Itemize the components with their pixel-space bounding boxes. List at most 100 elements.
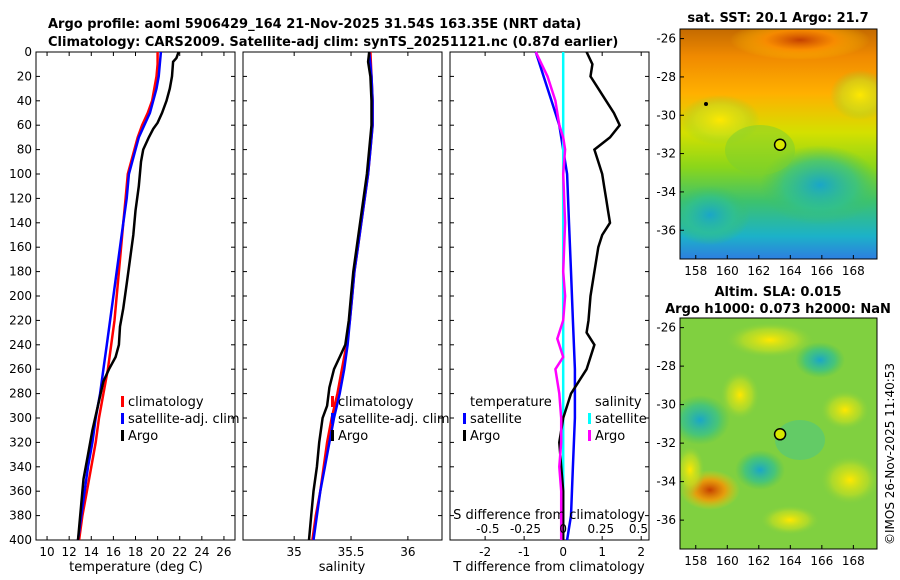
x-tick-label: 166: [810, 554, 833, 568]
y-tick-label: -26: [656, 321, 676, 335]
sst-map-frame: [679, 28, 878, 260]
series-satellite-adj-clim: [76, 51, 163, 541]
legend-climatology: climatology: [338, 395, 414, 410]
series-argo: [76, 51, 180, 541]
legend-argo: Argo: [338, 429, 368, 444]
x-tick-label: 14: [84, 545, 99, 559]
y-tick-label: -28: [656, 70, 676, 84]
y-tick-label: 280: [9, 387, 32, 401]
sla-map-frame: [679, 317, 878, 550]
difference-xlabel2: S difference from climatology: [453, 508, 645, 523]
y-tick-label: 120: [9, 191, 32, 205]
difference-plot: -2 -1 0 1 2 -0.5 -0.25 0 0.25 0.5: [450, 51, 649, 559]
legend-s-argo: Argo: [595, 429, 625, 444]
difference-panel: [449, 51, 650, 541]
y-tick-label: 360: [9, 484, 32, 498]
x-tick-label: 162: [747, 554, 770, 568]
legend-t-argo: Argo: [470, 429, 500, 444]
y-tick-label: 320: [9, 435, 32, 449]
sst-map-title: sat. SST: 20.1 Argo: 21.7: [687, 11, 868, 26]
x-tick-label: 26: [216, 545, 231, 559]
x2-tick-label: 0.25: [587, 522, 614, 536]
y-tick-label: -36: [656, 223, 676, 237]
legend-salinity-title: salinity: [595, 395, 642, 410]
legend-swatch-t-satellite: [463, 413, 466, 424]
x-tick-label: 168: [842, 554, 865, 568]
legend-t-satellite: satellite: [470, 412, 522, 427]
x-tick-label: 20: [150, 545, 165, 559]
series-argo: [307, 51, 373, 541]
y-tick-label: -34: [656, 475, 676, 489]
y-tick-label: 220: [9, 313, 32, 327]
x-tick-label: 162: [747, 264, 770, 278]
x-tick-label: 24: [194, 545, 209, 559]
x-tick-label: 1: [598, 545, 606, 559]
legend-swatch-climatology: [121, 396, 124, 407]
x2-tick-label: -0.25: [510, 522, 541, 536]
y-tick-label: 340: [9, 460, 32, 474]
argo-float-marker: [773, 138, 787, 152]
series-t-argo: [558, 51, 622, 540]
y-tick-label: 160: [9, 240, 32, 254]
legend-swatch-satellite: [121, 413, 124, 424]
y-tick-label: 260: [9, 362, 32, 376]
x-tick-label: 158: [684, 264, 707, 278]
y-tick-label: 140: [9, 216, 32, 230]
x2-tick-label: 0.5: [629, 522, 648, 536]
sla-map-axes: 158 160 162 164 166 168 -26 -28 -30 -32 -34 -36: [656, 321, 864, 568]
sla-map-title2: Argo h1000: 0.073 h2000: NaN: [665, 302, 891, 317]
y-tick-label: -34: [656, 185, 676, 199]
legend-swatch-climatology: [331, 396, 334, 407]
series-t-satellite: [534, 51, 577, 541]
x-tick-label: 164: [779, 554, 802, 568]
salinity-xlabel: salinity: [319, 560, 366, 575]
island-marker: [704, 102, 708, 106]
y-tick-label: 400: [9, 533, 32, 547]
sst-map-axes: 158 160 162 164 166 168 -26 -28 -30 -32 -34 -36: [656, 32, 864, 278]
y-tick-label: 380: [9, 509, 32, 523]
y-tick-label: -32: [656, 147, 676, 161]
series-s-argo: [534, 51, 567, 540]
legend-swatch-s-satellite: [588, 413, 591, 424]
temperature-plot: 10 12 14 16 18 20 22 24 260204060801001201401601…: [9, 45, 235, 559]
figure-title-line2: Climatology: CARS2009. Satellite-adj cli…: [48, 35, 618, 50]
legend-swatch-s-argo: [588, 430, 591, 441]
sla-map-title: Altim. SLA: 0.015: [715, 285, 842, 300]
temperature-legend: climatology satellite-adj. clim Argo: [121, 395, 240, 444]
legend-satellite: satellite-adj. clim: [338, 412, 450, 427]
difference-xlabel: T difference from climatology: [452, 560, 645, 575]
temperature-xlabel: temperature (deg C): [69, 560, 203, 575]
difference-legend-salinity: salinity satellite Argo: [588, 395, 647, 444]
legend-swatch-argo: [331, 430, 334, 441]
x-tick-label: 0: [559, 545, 567, 559]
x-tick-label: 12: [62, 545, 77, 559]
x-tick-label: 2: [637, 545, 645, 559]
salinity-legend: climatology satellite-adj. clim Argo: [331, 395, 450, 444]
y-tick-label: 300: [9, 411, 32, 425]
x-tick-label: 18: [128, 545, 143, 559]
salinity-panel: [242, 51, 443, 541]
y-tick-label: 20: [17, 69, 32, 83]
x-tick-label: 158: [684, 554, 707, 568]
x-tick-label: 16: [106, 545, 121, 559]
legend-argo: Argo: [128, 429, 158, 444]
y-tick-label: 60: [17, 118, 32, 132]
y-tick-label: -28: [656, 359, 676, 373]
legend-climatology: climatology: [128, 395, 204, 410]
y-tick-label: 100: [9, 167, 32, 181]
y-tick-label: 40: [17, 94, 32, 108]
x-tick-label: 35.5: [338, 545, 365, 559]
y-tick-label: 240: [9, 338, 32, 352]
y-tick-label: -30: [656, 398, 676, 412]
y-tick-label: -26: [656, 32, 676, 46]
x-tick-label: 160: [716, 264, 739, 278]
sst-map-image: [680, 29, 877, 259]
x2-tick-label: -0.5: [476, 522, 499, 536]
x-tick-label: 164: [779, 264, 802, 278]
legend-temperature-title: temperature: [470, 395, 552, 410]
x2-tick-label: 0: [559, 522, 567, 536]
legend-satellite: satellite-adj. clim: [128, 412, 240, 427]
x-tick-label: 166: [810, 264, 833, 278]
x-tick-label: 10: [39, 545, 54, 559]
